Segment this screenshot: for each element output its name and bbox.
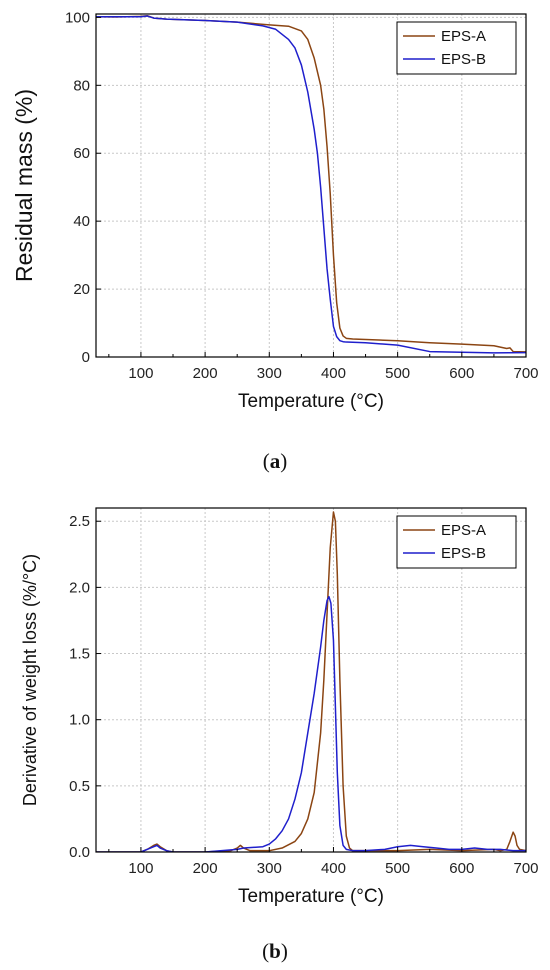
legend-label-eps-a: EPS-A [441, 28, 486, 45]
y-tick-label: 1.5 [69, 646, 90, 663]
y-axis-title: Residual mass (%) [11, 89, 37, 282]
legend-label-eps-b: EPS-B [441, 545, 486, 562]
y-tick-label: 2.5 [69, 513, 90, 530]
x-tick-label: 400 [321, 365, 346, 382]
x-tick-label: 700 [513, 365, 538, 382]
y-tick-label: 40 [73, 213, 90, 230]
series-line-eps-a [96, 511, 526, 852]
legend-box [396, 21, 517, 75]
y-tick-label: 2.0 [69, 579, 90, 596]
y-axis-title: Derivative of weight loss (%/°C) [20, 554, 40, 806]
legend: EPS-A EPS-B [396, 21, 517, 75]
legend-label-eps-b: EPS-B [441, 51, 486, 68]
y-tick-label: 80 [73, 77, 90, 94]
x-tick-label: 200 [193, 365, 218, 382]
legend: EPS-A EPS-B [396, 515, 517, 569]
panel-b-caption: (b) [262, 939, 288, 963]
panel-b-chart: 100 200 300 400 500 600 700 0.0 0.5 1.0 1.5 2.0 2.5 T… [20, 507, 539, 907]
y-tick-label: 0.0 [69, 844, 90, 861]
y-tick-label: 20 [73, 281, 90, 298]
y-tick-label: 1.0 [69, 712, 90, 729]
y-tick-label: 100 [65, 9, 90, 26]
y-tick-label: 60 [73, 145, 90, 162]
y-tick-label: 0 [82, 349, 90, 366]
legend-box [396, 515, 517, 569]
x-tick-label: 500 [385, 365, 410, 382]
x-tick-label: 600 [449, 860, 474, 877]
y-tick-label: 0.5 [69, 778, 90, 795]
plot-frame [95, 13, 527, 358]
panel-a-caption: (a) [263, 449, 288, 473]
x-tick-label: 300 [257, 860, 282, 877]
x-tick-label: 700 [513, 860, 538, 877]
x-tick-label: 500 [385, 860, 410, 877]
x-tick-label: 100 [128, 860, 153, 877]
series-line-eps-b [96, 595, 526, 852]
x-tick-label: 200 [193, 860, 218, 877]
series-line-eps-b [96, 15, 526, 354]
x-tick-label: 300 [257, 365, 282, 382]
plot-frame [95, 507, 527, 853]
panel-a-chart: 100 200 300 400 500 600 700 0 20 40 60 80 100 Tempera… [11, 9, 539, 412]
x-tick-label: 400 [321, 860, 346, 877]
x-tick-label: 600 [449, 365, 474, 382]
x-axis-title: Temperature (°C) [238, 886, 384, 907]
x-tick-label: 100 [128, 365, 153, 382]
x-axis-title: Temperature (°C) [238, 391, 384, 412]
legend-label-eps-a: EPS-A [441, 522, 486, 539]
